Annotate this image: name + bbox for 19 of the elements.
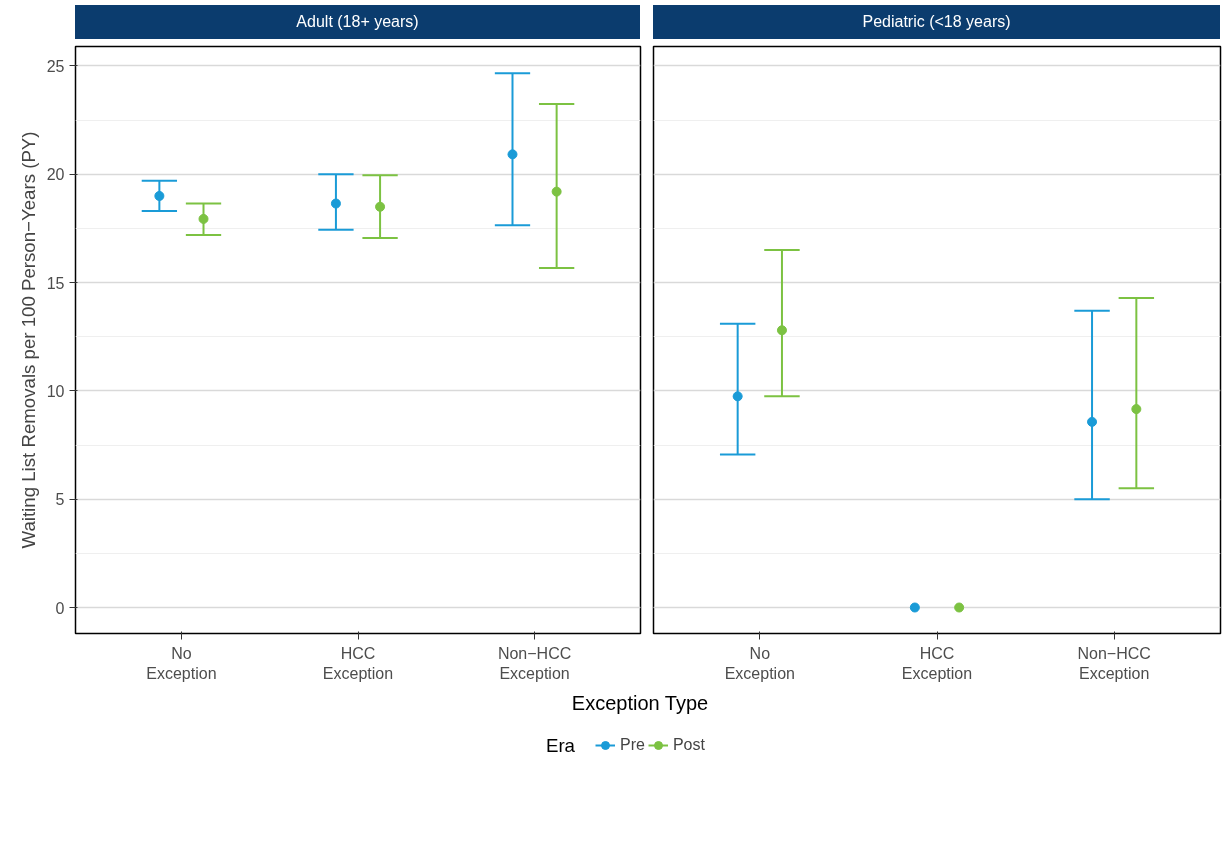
x-tick-label: Non−HCC Exception	[497, 644, 572, 682]
legend-label: Post	[672, 736, 705, 755]
legend-title: Era	[545, 733, 575, 758]
x-tick-label: No Exception	[146, 644, 217, 682]
x-tick-label: No Exception	[724, 644, 795, 682]
y-tick-label: 25	[46, 57, 65, 75]
y-tick-label: 10	[46, 382, 65, 400]
y-tick-label: 0	[55, 599, 65, 617]
x-axis-title: Exception Type	[571, 691, 709, 716]
x-tick-label: HCC Exception	[901, 644, 973, 682]
y-axis-title: Waiting List Removals per 100 Person−Years (PY)	[17, 131, 39, 549]
legend-label: Pre	[620, 736, 645, 755]
y-tick-label: 5	[55, 491, 65, 509]
chart-title: Adult (18+ years)	[296, 12, 419, 32]
y-tick-label: 20	[46, 166, 65, 184]
x-tick-label: Non−HCC Exception	[1077, 644, 1151, 682]
x-tick-label: HCC Exception	[322, 644, 394, 682]
y-tick-label: 15	[46, 274, 65, 292]
chart-title: Pediatric (<18 years)	[862, 12, 1011, 32]
